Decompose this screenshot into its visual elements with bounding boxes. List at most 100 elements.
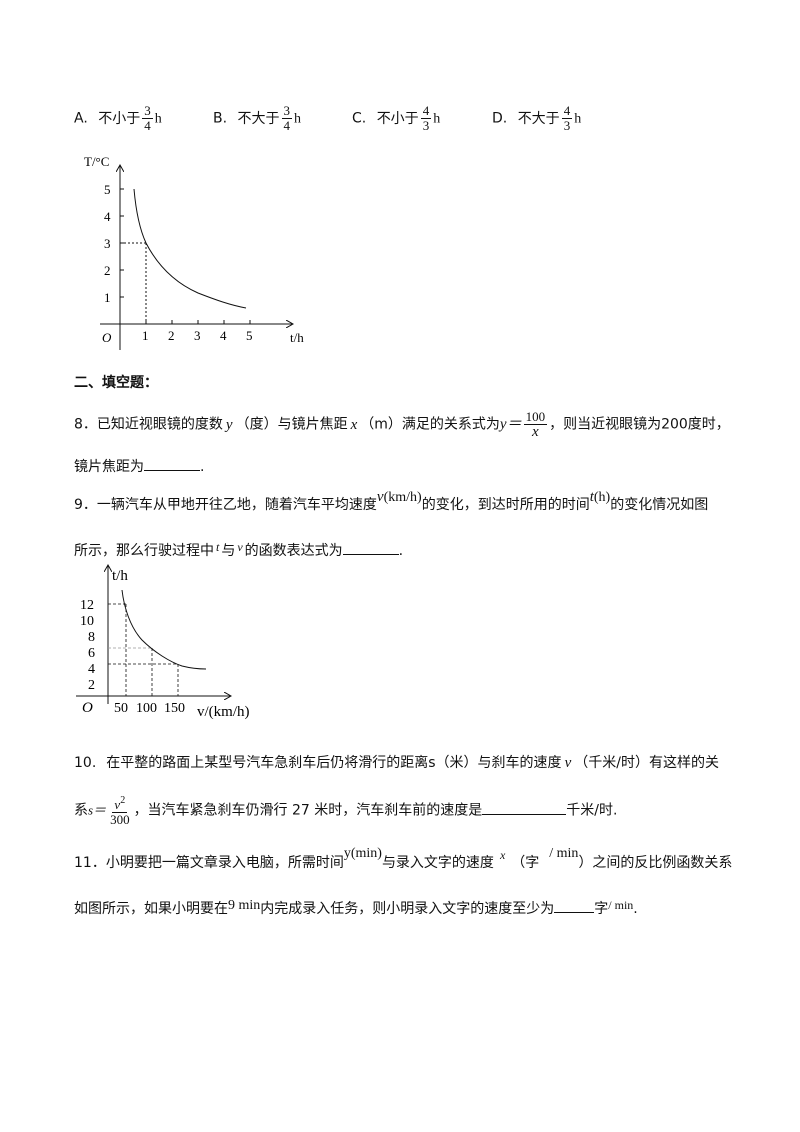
question-text: 镜片焦距为: [74, 459, 144, 475]
fraction-denominator: x: [531, 424, 539, 440]
question-text: 的变化情况如图: [610, 497, 709, 513]
question-text: 与录入文字的速度: [381, 855, 494, 871]
question-text: 小明要把一篇文章录入电脑，所需时间: [105, 855, 344, 871]
option-d: D. 不大于 4 3 h: [492, 104, 581, 133]
question-text: 已知近视眼镜的度数: [96, 416, 223, 433]
question-text: ，则当近视眼镜为200度时，: [549, 416, 730, 433]
question-text: 与: [221, 543, 236, 559]
option-unit: h: [294, 111, 302, 127]
fraction-numerator: v2: [112, 794, 128, 813]
question-text: .: [398, 543, 404, 559]
time-expression: y(min): [343, 846, 382, 861]
question-text: .: [200, 459, 205, 475]
fraction-numerator: 3: [142, 103, 153, 119]
variable-v: v: [564, 755, 572, 771]
unit: (h): [593, 490, 611, 505]
section-title: 二、填空题：: [74, 375, 158, 391]
question-text: （千米/时）有这样的关: [574, 755, 719, 771]
answer-blank[interactable]: [342, 542, 399, 555]
question-text: 的变化，到达时所用的时间: [421, 497, 590, 513]
y-axis-label: T/°C: [84, 154, 109, 169]
option-text: 不小于: [376, 110, 419, 127]
time-velocity-graph: t/h v/(km/h) O 2 4 6 8 10 12 50 100 150: [76, 562, 250, 720]
equation-lhs: s＝: [88, 802, 107, 818]
x-axis-label: t/h: [290, 330, 304, 345]
question-number: 8．: [74, 416, 97, 433]
x-tick-label: 5: [246, 328, 253, 343]
option-letter: B.: [213, 110, 228, 127]
question-text: 内完成录入任务，则小明录入文字的速度至少为: [260, 901, 555, 917]
x-tick-label: 1: [142, 328, 149, 343]
y-tick-label: 12: [80, 598, 94, 613]
question-text: 字: [594, 901, 609, 917]
option-unit: h: [433, 111, 441, 127]
fraction-numerator: 100: [523, 409, 548, 425]
y-ticks: 1 2 3 4 5: [104, 182, 124, 305]
question-text: 千米/时.: [566, 802, 618, 819]
answer-blank[interactable]: [144, 458, 200, 471]
fraction-numerator: 3: [281, 103, 293, 119]
question-text: 如图所示，如果小明要在: [74, 901, 228, 917]
answer-blank[interactable]: [554, 900, 595, 913]
unit: / min: [549, 846, 579, 861]
question-text: （字: [511, 855, 540, 871]
question-8-line1: 8．已知近视眼镜的度数 y （度）与镜片焦距 x （m）满足的关系式为y＝ 100 x ，则当…: [74, 409, 730, 440]
option-text: 不小于: [98, 110, 141, 127]
fraction-numerator: 4: [561, 103, 573, 119]
question-number: 10.: [74, 755, 97, 771]
hyperbola-curve: [121, 589, 207, 670]
origin-label: O: [82, 700, 93, 716]
question-text: ）之间的反比例函数关系: [578, 855, 733, 871]
question-8-line2: 镜片焦距为.: [74, 456, 204, 476]
option-unit: h: [154, 111, 162, 127]
x-tick-label: 150: [164, 701, 185, 716]
x-axis-label: v/(km/h): [197, 704, 250, 720]
equation-fraction: v2 300: [108, 794, 132, 827]
question-10-line1: 10. 在平整的路面上某型号汽车急刹车后仍将滑行的距离s（米）与刹车的速度 v （千米…: [74, 752, 719, 772]
fraction-denominator: 4: [144, 118, 151, 133]
y-tick-label: 3: [104, 236, 111, 251]
question-text: 在平整的路面上某型号汽车急刹车后仍将滑行的距离s（米）与刹车的速度: [106, 755, 562, 771]
fraction-denominator: 3: [563, 118, 571, 133]
equation-lhs: y＝: [499, 416, 522, 433]
question-11-line2: 如图所示，如果小明要在9 min内完成录入任务，则小明录入文字的速度至少为 字/ …: [74, 898, 638, 918]
option-letter: C.: [352, 110, 367, 127]
option-c: C. 不小于 4 3 h: [352, 104, 440, 133]
time-expression: t(h): [590, 489, 611, 505]
unit: (km/h): [383, 490, 422, 505]
origin-label: O: [102, 330, 112, 345]
y-tick-label: 6: [88, 646, 95, 661]
variable-t: t: [589, 489, 594, 505]
question-text: 一辆汽车从甲地开往乙地，随着汽车平均速度: [96, 497, 377, 513]
y-tick-label: 4: [88, 662, 95, 677]
velocity-expression: v(km/h): [377, 489, 422, 505]
x-tick-label: 50: [114, 701, 128, 716]
question-9-line1: 9．一辆汽车从甲地开往乙地，随着汽车平均速度v(km/h)的变化，到达时所用的时…: [74, 489, 709, 514]
question-text: 系: [74, 802, 88, 819]
y-tick-label: 5: [104, 182, 111, 197]
option-letter: D.: [492, 110, 508, 127]
y-axis-label: t/h: [112, 568, 128, 584]
question-number: 11．: [74, 855, 106, 871]
option-text: 不大于: [517, 110, 560, 127]
question-9-line2: 所示，那么行驶过程中 t 与 v 的函数表达式为.: [74, 540, 403, 560]
temperature-time-graph: T/°C t/h O 1 2 3 4 5 1 2 3 4 5: [84, 154, 304, 350]
y-tick-label: 2: [88, 678, 95, 693]
x-ticks: 1 2 3 4 5: [142, 320, 253, 343]
question-text: ，当汽车紧急刹车仍滑行 27 米时，汽车刹车前的速度是: [133, 802, 483, 819]
question-text: .: [633, 901, 638, 917]
fraction-numerator: 4: [420, 103, 432, 119]
hyperbola-curve: [133, 188, 247, 309]
answer-blank[interactable]: [482, 802, 567, 815]
question-text: 的函数表达式为: [244, 543, 343, 559]
unit: / min: [608, 898, 634, 912]
guide-lines: [108, 603, 179, 696]
y-tick-label: 4: [104, 209, 111, 224]
variable-x: x: [350, 416, 358, 433]
y-tick-label: 1: [104, 290, 111, 305]
variable-x: x: [499, 848, 506, 862]
